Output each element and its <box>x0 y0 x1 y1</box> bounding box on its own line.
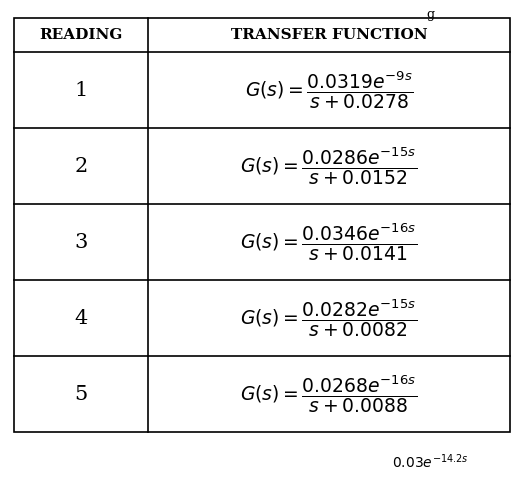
Text: $G(s)=\dfrac{0.0319e^{-9s}}{s + 0.0278}$: $G(s)=\dfrac{0.0319e^{-9s}}{s + 0.0278}$ <box>245 69 413 111</box>
Text: $0.03e^{-14.2s}$: $0.03e^{-14.2s}$ <box>392 453 468 471</box>
Text: $G(s)=\dfrac{0.0282e^{-15s}}{s + 0.0082}$: $G(s)=\dfrac{0.0282e^{-15s}}{s + 0.0082}… <box>240 297 418 339</box>
Text: $G(s)=\dfrac{0.0268e^{-16s}}{s + 0.0088}$: $G(s)=\dfrac{0.0268e^{-16s}}{s + 0.0088}… <box>240 373 418 415</box>
Bar <box>14 18 510 432</box>
Text: 2: 2 <box>74 156 88 176</box>
Text: 4: 4 <box>74 309 88 327</box>
Text: 5: 5 <box>74 384 88 404</box>
Text: 1: 1 <box>74 81 88 99</box>
Text: TRANSFER FUNCTION: TRANSFER FUNCTION <box>231 28 427 42</box>
Text: 3: 3 <box>74 232 88 252</box>
Text: $G(s)=\dfrac{0.0286e^{-15s}}{s + 0.0152}$: $G(s)=\dfrac{0.0286e^{-15s}}{s + 0.0152}… <box>240 145 418 187</box>
Text: g: g <box>426 8 434 21</box>
Text: $G(s)=\dfrac{0.0346e^{-16s}}{s + 0.0141}$: $G(s)=\dfrac{0.0346e^{-16s}}{s + 0.0141}… <box>240 221 418 263</box>
Text: READING: READING <box>39 28 123 42</box>
